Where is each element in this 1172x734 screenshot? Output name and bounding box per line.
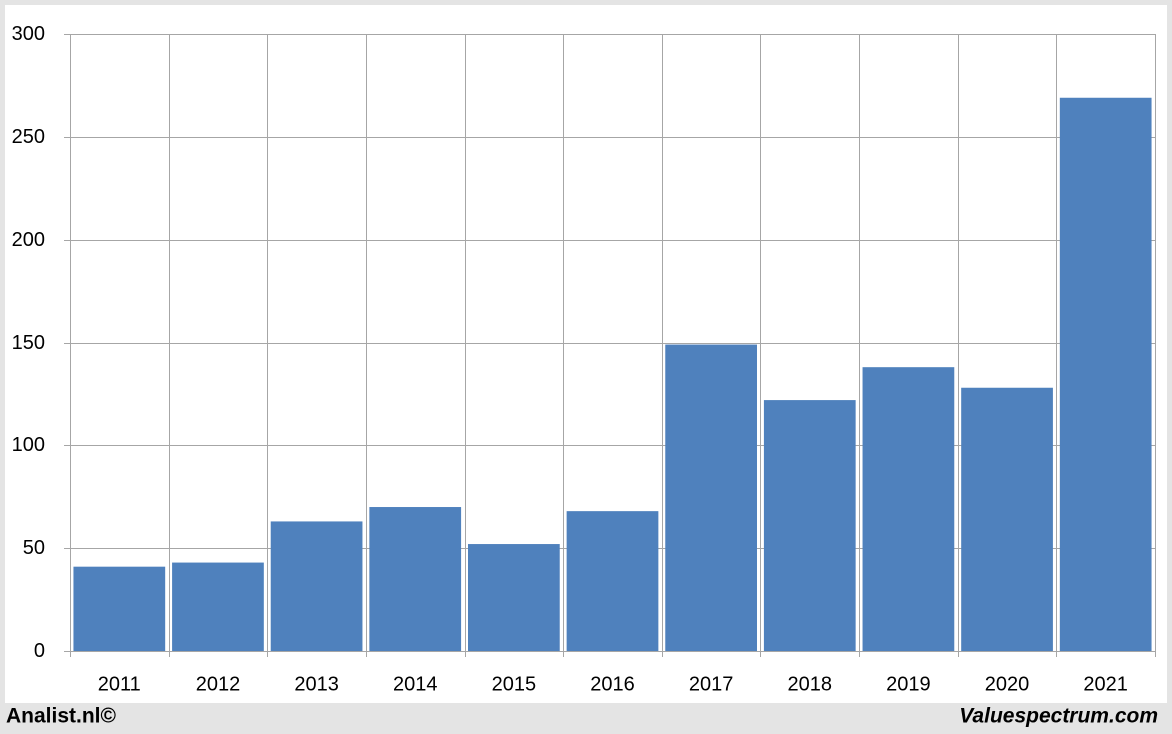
y-tick-label: 300 xyxy=(12,23,45,45)
x-tick-label: 2019 xyxy=(886,673,931,695)
y-tick-label: 150 xyxy=(12,332,45,354)
x-tick-label: 2014 xyxy=(393,673,438,695)
x-tick-label: 2015 xyxy=(492,673,537,695)
y-tick-label: 0 xyxy=(34,640,45,662)
y-tick-label: 50 xyxy=(23,537,45,559)
bar xyxy=(172,562,264,651)
footer-right: Valuespectrum.com xyxy=(959,705,1158,728)
bar xyxy=(369,507,462,651)
bar xyxy=(961,387,1053,651)
bar xyxy=(1059,97,1152,652)
y-tick-label: 100 xyxy=(12,434,45,456)
bar xyxy=(467,544,560,651)
bar xyxy=(566,511,659,651)
x-tick-label: 2021 xyxy=(1083,673,1128,695)
bar xyxy=(862,367,955,651)
bar xyxy=(270,521,363,651)
x-tick-label: 2017 xyxy=(689,673,734,695)
x-tick-label: 2018 xyxy=(788,673,833,695)
y-tick-label: 250 xyxy=(12,126,45,148)
x-tick-label: 2016 xyxy=(590,673,635,695)
bar xyxy=(73,566,166,651)
footer-left: Analist.nl© xyxy=(6,705,117,728)
bar xyxy=(665,344,758,651)
x-tick-label: 2012 xyxy=(196,673,241,695)
bar xyxy=(763,400,856,651)
x-tick-label: 2020 xyxy=(985,673,1030,695)
x-tick-label: 2013 xyxy=(294,673,339,695)
x-tick-label: 2011 xyxy=(98,673,141,695)
y-tick-label: 200 xyxy=(12,229,45,251)
